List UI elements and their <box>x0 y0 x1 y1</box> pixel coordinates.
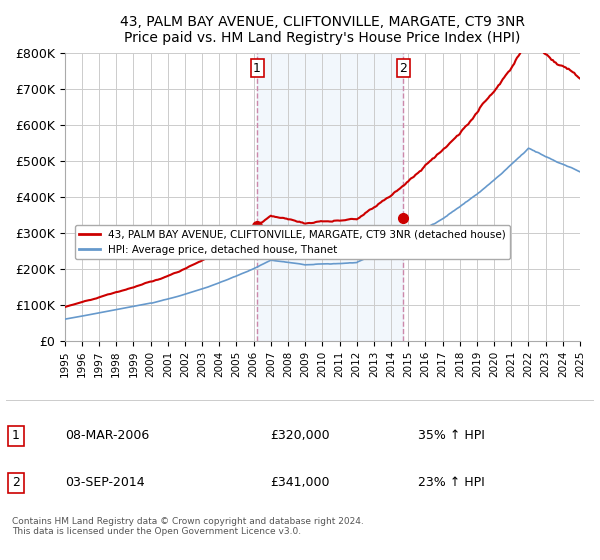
Text: Contains HM Land Registry data © Crown copyright and database right 2024.
This d: Contains HM Land Registry data © Crown c… <box>12 517 364 536</box>
Legend: 43, PALM BAY AVENUE, CLIFTONVILLE, MARGATE, CT9 3NR (detached house), HPI: Avera: 43, PALM BAY AVENUE, CLIFTONVILLE, MARGA… <box>75 225 511 259</box>
Text: 1: 1 <box>253 62 261 75</box>
Text: 1: 1 <box>12 430 20 442</box>
Title: 43, PALM BAY AVENUE, CLIFTONVILLE, MARGATE, CT9 3NR
Price paid vs. HM Land Regis: 43, PALM BAY AVENUE, CLIFTONVILLE, MARGA… <box>120 15 525 45</box>
Text: 23% ↑ HPI: 23% ↑ HPI <box>418 477 484 489</box>
Text: 35% ↑ HPI: 35% ↑ HPI <box>418 430 484 442</box>
Text: £341,000: £341,000 <box>271 477 330 489</box>
Text: 08-MAR-2006: 08-MAR-2006 <box>65 430 149 442</box>
Text: 03-SEP-2014: 03-SEP-2014 <box>65 477 145 489</box>
Text: 2: 2 <box>399 62 407 75</box>
Text: 2: 2 <box>12 477 20 489</box>
Text: £320,000: £320,000 <box>271 430 330 442</box>
Bar <box>257 53 403 341</box>
